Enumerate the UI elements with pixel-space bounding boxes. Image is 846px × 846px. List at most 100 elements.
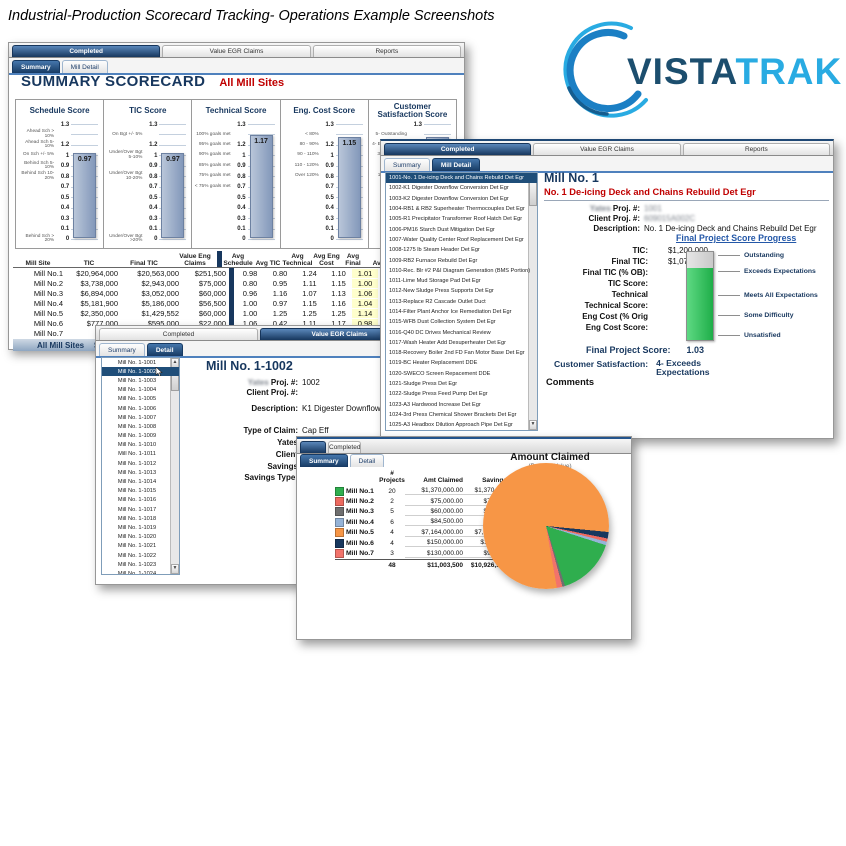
list-item[interactable]: Mill No. 1-1003 xyxy=(117,377,157,384)
scroll-down-icon[interactable]: ▼ xyxy=(171,564,179,574)
scroll-down-icon[interactable]: ▼ xyxy=(529,420,537,430)
tab-reports[interactable]: Reports xyxy=(312,45,461,57)
tick-value: 0.8 xyxy=(325,173,334,180)
table-cell: 1.10 xyxy=(331,268,346,278)
list-item[interactable]: 1014-Filter Plant Anchor Ice Remediation… xyxy=(389,309,512,315)
tab-completed[interactable]: Completed xyxy=(384,143,532,155)
subtab-detail[interactable]: Detail xyxy=(349,454,385,467)
tick-gridline xyxy=(424,124,452,125)
projects-count: 4 xyxy=(390,539,394,547)
axis-tick-row: Under/Over Bgt >20% 0 xyxy=(106,234,187,243)
tab-completed[interactable]: Completed xyxy=(99,328,258,340)
list-item[interactable]: 1022-Sludge Press Feed Pump Det Egr xyxy=(389,391,488,398)
column-divider xyxy=(229,308,234,318)
list-item[interactable]: Mill No. 1-1002 xyxy=(102,367,179,377)
subtab-mill-detail[interactable]: Mill Detail xyxy=(61,60,108,73)
page-heading: SUMMARY SCORECARD xyxy=(21,73,206,90)
list-item[interactable]: Mill No. 1-1006 xyxy=(117,405,157,412)
tab-completed[interactable]: Completed xyxy=(328,441,362,453)
subtab-summary[interactable]: Summary xyxy=(12,60,60,73)
list-item[interactable]: Mill No. 1-1013 xyxy=(117,469,157,476)
list-item[interactable]: 1010-Rec. Blr #2 P&I Diagram Generation … xyxy=(389,267,531,274)
table-cell: $75,000 xyxy=(198,278,226,288)
subtab-summary[interactable]: Summary xyxy=(300,454,348,467)
axis-tick-row: 0 xyxy=(194,236,275,243)
table-cell: Mill No.3 xyxy=(33,288,63,298)
partial-tab[interactable] xyxy=(300,441,326,453)
list-item[interactable]: 1001-No. 1 De-icing Deck and Chains Rebu… xyxy=(386,173,537,184)
list-item[interactable]: 1023-A3 Hardwood Increase Det Egr xyxy=(389,401,481,408)
tick-value: 0.5 xyxy=(237,194,246,201)
list-item[interactable]: 1009-RB2 Furnace Rebuild Det Egr xyxy=(389,257,478,264)
list-item[interactable]: Mill No. 1-1011 xyxy=(118,451,156,458)
list-item[interactable]: Mill No. 1-1022 xyxy=(117,552,157,559)
tab-value-egr-claims[interactable]: Value EGR Claims xyxy=(162,45,311,57)
list-item[interactable]: Mill No. 1-1009 xyxy=(117,433,157,440)
list-item[interactable]: 1024-3rd Press Chemical Shower Brackets … xyxy=(389,411,517,418)
list-item[interactable]: Mill No. 1-1001 xyxy=(117,359,157,366)
list-item[interactable]: 1004-RB1 & RB2 Superheater Thermocouples… xyxy=(389,206,525,213)
list-item[interactable]: 1021-Sludge Press Det Egr xyxy=(389,381,458,388)
list-item[interactable]: Mill No. 1-1023 xyxy=(117,561,157,568)
list-item[interactable]: 1006-PM16 Starch Dust Mitigation Det Egr xyxy=(389,226,495,233)
list-item[interactable]: Mill No. 1-1012 xyxy=(117,460,157,467)
list-item[interactable]: Mill No. 1-1021 xyxy=(117,543,157,550)
list-item[interactable]: Mill No. 1-1017 xyxy=(117,506,157,513)
tick-value: 0.4 xyxy=(60,205,70,212)
list-item[interactable]: 1003-K2 Digester Downflow Conversion Det… xyxy=(389,195,509,202)
list-item[interactable]: 1025-A3 Headbox Dilution Approach Pipe D… xyxy=(389,422,513,429)
tab-completed[interactable]: Completed xyxy=(12,45,161,57)
tick-value: 0.9 xyxy=(60,163,70,170)
list-item[interactable]: 1017-Wash Heater Add Desuperheater Det E… xyxy=(389,339,507,346)
tick-value: 0.7 xyxy=(60,184,70,191)
list-item[interactable]: Mill No. 1-1014 xyxy=(117,479,157,486)
tick-value: 0.9 xyxy=(325,163,334,170)
mill-name: Mill No.7 xyxy=(346,550,374,558)
subtab-summary[interactable]: Summary xyxy=(99,343,145,356)
list-item[interactable]: 1018-Recovery Boiler 2nd FD Fan Motor Ba… xyxy=(389,350,525,357)
axis-tick-row: 5- Outstanding xyxy=(371,131,452,138)
list-item[interactable]: Mill No. 1-1016 xyxy=(117,497,157,504)
list-item[interactable]: Mill No. 1-1018 xyxy=(117,515,157,522)
mill-name: Mill No.3 xyxy=(346,508,374,516)
list-item[interactable]: Mill No. 1-1005 xyxy=(117,396,157,403)
subtab-mill-detail[interactable]: Mill Detail xyxy=(431,158,481,171)
score-panel-schedule-score: Schedule Score 1.3 Ahead Sch > 10% Ahead Sc… xyxy=(16,100,105,248)
list-item[interactable]: Mill No. 1-1024 xyxy=(117,570,157,575)
list-item[interactable]: 1019-BC Heater Replacement DDE xyxy=(389,360,478,367)
tab-value-egr-claims[interactable]: Value EGR Claims xyxy=(533,143,681,155)
mill-project-list[interactable]: ▲ ▼ Mill No. 1-1001 Mill No. 1-1002 Mill N… xyxy=(101,357,180,575)
tick-category-label: 80 - 90% xyxy=(299,142,319,147)
project-title: No. 1 De-icing Deck and Chains Rebuild D… xyxy=(544,187,756,197)
tab-reports[interactable]: Reports xyxy=(682,143,830,155)
project-list[interactable]: ▲ ▼ 1001-No. 1 De-icing Deck and Chains … xyxy=(385,172,538,431)
list-item[interactable]: Mill No. 1-1015 xyxy=(117,488,157,495)
list-item[interactable]: 1008-1275 lb Steam Header Det Egr xyxy=(389,247,480,254)
list-item[interactable]: 1005-R1 Precipitator Transformer Roof Ha… xyxy=(389,216,523,223)
tick-value: 0.8 xyxy=(149,173,158,180)
list-item[interactable]: 1016-Q40 DC Drives Mechanical Review xyxy=(389,329,491,336)
pie-title: Amount Claimed xyxy=(510,452,590,463)
svg-text:VISTATRAK: VISTATRAK xyxy=(627,51,842,92)
mill-name: Mill No.5 xyxy=(346,529,374,537)
description-label: Description: xyxy=(251,404,298,413)
proj-number-value: 1001 xyxy=(644,204,662,213)
list-item[interactable]: 1015-WFB Dust Collection System Det Egr xyxy=(389,319,496,326)
list-item[interactable]: Mill No. 1-1008 xyxy=(117,423,157,430)
list-item[interactable]: 1012-New Sludge Press Supports Det Egr xyxy=(389,288,494,295)
list-item[interactable]: Mill No. 1-1010 xyxy=(117,442,157,449)
list-item[interactable]: Mill No. 1-1019 xyxy=(117,524,157,531)
list-item[interactable]: 1002-K1 Digester Downflow Conversion Det… xyxy=(389,185,509,192)
subtab-summary[interactable]: Summary xyxy=(384,158,430,171)
panel-title: TIC Score xyxy=(129,105,167,115)
list-item[interactable]: 1007-Water Quality Center Roof Replaceme… xyxy=(389,236,524,243)
list-item[interactable]: 1020-SWECO Screen Repacement DDE xyxy=(389,370,491,377)
list-item[interactable]: 1013-Replace R2 Cascade Outlet Duct xyxy=(389,298,486,305)
list-item[interactable]: 1011-Lime Mud Storage Pad Det Egr xyxy=(389,278,481,285)
gauge-label-row: Some Difficulty xyxy=(718,311,793,319)
subtab-detail[interactable]: Detail xyxy=(146,343,183,356)
tick-value: 1.2 xyxy=(60,142,70,149)
list-item[interactable]: Mill No. 1-1007 xyxy=(117,414,157,421)
list-item[interactable]: Mill No. 1-1004 xyxy=(117,387,157,394)
list-item[interactable]: Mill No. 1-1020 xyxy=(117,534,157,541)
